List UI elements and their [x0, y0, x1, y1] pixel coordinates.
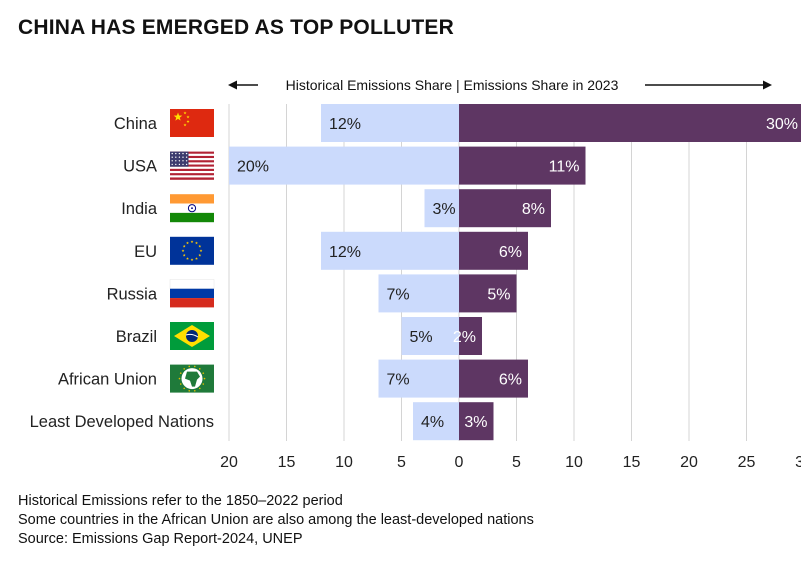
china-flag-icon	[170, 109, 214, 137]
data-label-historical: 3%	[433, 201, 456, 218]
right-arrow-icon	[763, 80, 772, 90]
x-tick-label: 0	[455, 454, 464, 471]
footnote-period: Historical Emissions refer to the 1850–2…	[18, 493, 343, 509]
bar-historical	[321, 231, 459, 270]
category-label: Least Developed Nations	[30, 413, 214, 431]
x-tick-label: 5	[397, 454, 406, 471]
footnote-source: Source: Emissions Gap Report-2024, UNEP	[18, 531, 303, 547]
bar-2023	[459, 231, 528, 270]
bar-2023	[459, 146, 586, 185]
bar-2023	[459, 402, 494, 441]
bar-2023	[459, 274, 517, 313]
data-label-historical: 12%	[329, 244, 361, 261]
category-label: African Union	[58, 371, 157, 389]
flags	[169, 109, 215, 393]
x-tick-label: 10	[335, 454, 353, 471]
star-icon	[186, 241, 189, 245]
data-label-2023: 6%	[499, 244, 522, 261]
x-tick-label: 5	[512, 454, 521, 471]
star-icon	[198, 253, 202, 257]
star-icon	[186, 115, 190, 119]
x-tick-label: 15	[278, 454, 296, 471]
data-label-historical: 7%	[387, 372, 410, 389]
category-labels: China USA India EU Russia Brazil African Union…	[30, 115, 214, 431]
star-icon	[181, 249, 185, 253]
eu-flag-icon	[170, 236, 214, 265]
star-icon	[186, 257, 189, 260]
data-label-historical: 5%	[410, 329, 433, 346]
star-icon	[182, 253, 186, 257]
star-icon	[199, 249, 203, 253]
bar-2023	[459, 189, 551, 228]
russia-flag-icon	[169, 279, 215, 308]
header-text: Historical Emissions Share | Emissions S…	[286, 77, 619, 93]
category-label: USA	[123, 158, 157, 176]
x-tick-label: 15	[623, 454, 641, 471]
x-tick-label: 20	[680, 454, 698, 471]
left-arrow-icon	[228, 80, 237, 90]
african-union-flag-icon	[170, 364, 214, 393]
category-label: India	[121, 200, 158, 218]
data-label-historical: 7%	[387, 286, 410, 303]
brazil-flag-icon	[170, 322, 214, 350]
star-icon	[182, 244, 186, 248]
star-icon	[173, 112, 183, 121]
bar-2023	[459, 317, 482, 355]
star-icon	[195, 257, 198, 260]
x-tick-label: 25	[738, 454, 756, 471]
data-label-historical: 4%	[421, 414, 444, 431]
bar-historical	[401, 317, 459, 355]
star-icon	[183, 111, 187, 115]
bar-historical	[229, 146, 459, 185]
bars: 12% 30% 20% 11% 3% 8% 12% 6% 7% 5% 5% 2% 7% 6% 4% 3%	[229, 104, 801, 441]
india-flag-icon	[170, 194, 214, 223]
x-tick-label: 20	[220, 454, 238, 471]
star-icon	[198, 244, 202, 248]
data-label-2023: 5%	[487, 286, 510, 303]
diverging-bar-chart: 12% 30% 20% 11% 3% 8% 12% 6% 7% 5% 5% 2% 7% 6% 4% 3% Ch…	[30, 77, 801, 471]
footnote-african-union: Some countries in the African Union are …	[18, 512, 534, 528]
tick-labels: 20 15 10 5 0 5 10 15 20 25 30	[220, 454, 801, 471]
star-icon	[195, 241, 198, 245]
star-icon	[186, 119, 190, 123]
data-label-2023: 30%	[766, 116, 798, 133]
data-label-2023: 8%	[522, 201, 545, 218]
category-label: Brazil	[116, 328, 157, 346]
data-label-2023: 3%	[464, 414, 487, 431]
x-tick-label: 30	[795, 454, 801, 471]
bar-historical	[321, 104, 459, 142]
bar-historical	[424, 189, 459, 228]
star-icon	[190, 240, 194, 244]
bar-historical	[378, 274, 459, 313]
usa-flag-icon	[170, 151, 214, 180]
footnotes: Historical Emissions refer to the 1850–2…	[18, 492, 534, 549]
chart-title: CHINA HAS EMERGED AS TOP POLLUTER	[18, 16, 454, 39]
star-icon	[190, 258, 194, 262]
bar-2023	[459, 359, 528, 398]
chart-header: Historical Emissions Share | Emissions S…	[228, 77, 772, 93]
bar-historical	[413, 402, 459, 441]
data-label-2023: 2%	[453, 329, 476, 346]
data-label-2023: 11%	[549, 159, 580, 176]
data-label-historical: 20%	[237, 159, 269, 176]
data-label-2023: 6%	[499, 372, 522, 389]
bar-historical	[378, 359, 459, 398]
category-label: Russia	[107, 285, 158, 303]
category-label: EU	[134, 243, 157, 261]
data-label-historical: 12%	[329, 116, 361, 133]
x-tick-label: 10	[565, 454, 583, 471]
star-icon	[183, 123, 187, 127]
bar-2023	[459, 104, 801, 142]
category-label: China	[114, 115, 158, 133]
